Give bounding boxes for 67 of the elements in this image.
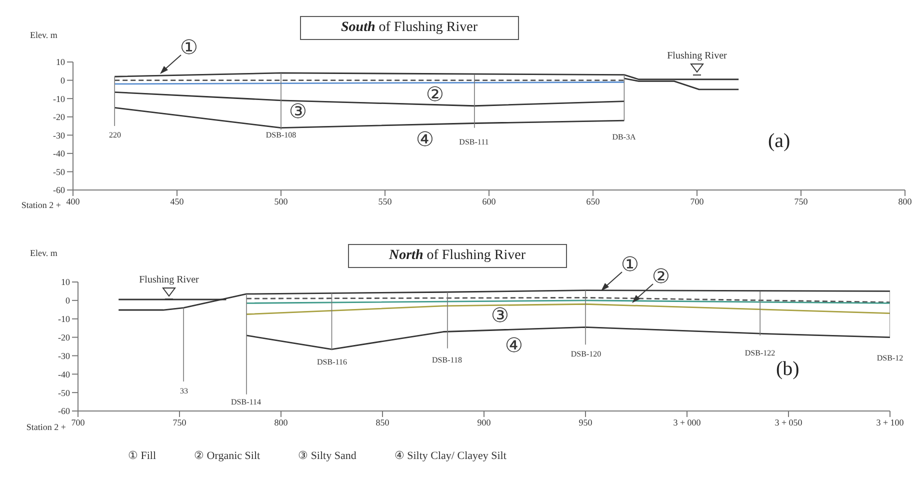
x-tick-label: 450 [170,196,184,206]
annotation: ② [652,264,670,288]
y-tick-label: -30 [53,130,66,140]
annotation: DSB-111 [459,138,489,146]
annotation: 220 [109,130,121,140]
y-tick-label: -40 [53,148,66,159]
annotation: DB-3A [612,132,636,142]
chart-title: North of Flushing River [348,244,567,268]
x-tick-label: 600 [482,196,496,206]
annotation: DSB-116 [317,358,347,366]
annotation: ④ [416,127,434,151]
y-tick-label: -10 [53,94,66,104]
text: ① [621,252,639,276]
annotation: DSB-108 [266,130,296,140]
y-tick-label: 0 [66,296,70,306]
annotation: DSB-120 [570,350,602,358]
x-tick-label: 950 [578,417,593,428]
x-tick-label: 900 [477,417,492,428]
text: ② Organic Silt [194,449,260,462]
y-tick-label: -60 [58,406,70,416]
x-tick-label: 3 + 050 [774,417,803,428]
annotation: ④ [505,333,523,357]
y-tick-label: -40 [58,369,70,380]
annotation: ③ [289,99,307,123]
x-tick-label: 750 [794,196,808,206]
y-tick-label: 10 [56,57,66,68]
annotation: 33 [180,386,188,396]
annotation: DSB-122 [744,348,776,358]
annotation: DSB-118 [432,356,462,364]
annotation: ② [426,82,444,106]
x-tick-label: 650 [586,196,600,206]
y-axis-title: Elev. m [30,248,58,258]
x-tick-label: 850 [376,417,390,428]
y-tick-label: -30 [58,350,70,361]
text: Flushing River [667,50,728,62]
x-tick-label: 3 + 100 [876,417,904,428]
x-tick-label: 750 [172,417,187,428]
y-tick-label: -50 [58,388,70,398]
y-tick-label: 10 [61,277,70,288]
x-tick-label: 3 + 000 [673,417,702,428]
y-tick-label: -60 [53,185,66,196]
annotation: (a) [768,130,790,153]
y-tick-label: 0 [60,75,66,86]
annotation: Flushing River [139,274,200,286]
y-tick-label: -20 [58,332,70,342]
x-tick-label: 700 [71,417,86,428]
text: ① Fill [128,449,156,462]
y-tick-label: -20 [53,112,66,122]
y-tick-label: -10 [58,314,70,324]
annotation: (b) [776,358,800,381]
x-tick-label: 800 [274,417,288,428]
x-axis-title: Station 2 + [26,422,66,432]
x-tick-label: 700 [690,196,704,206]
annotation: DSB-12 [876,354,904,362]
annotation: ③ [491,303,509,327]
text: ③ Silty Sand [298,449,356,462]
y-axis-title: Elev. m [30,30,58,40]
x-tick-label: 550 [378,196,392,206]
annotation: DSB-114 [231,398,261,406]
x-tick-label: 400 [66,196,80,206]
chart-title: South of Flushing River [300,16,519,40]
text: ① [180,35,198,59]
x-tick-label: 800 [898,196,912,206]
text: ④ Silty Clay/ Clayey Silt [394,449,506,462]
y-tick-label: -50 [53,166,66,177]
x-axis-title: Station 2 + [21,200,61,210]
x-tick-label: 500 [274,196,288,206]
